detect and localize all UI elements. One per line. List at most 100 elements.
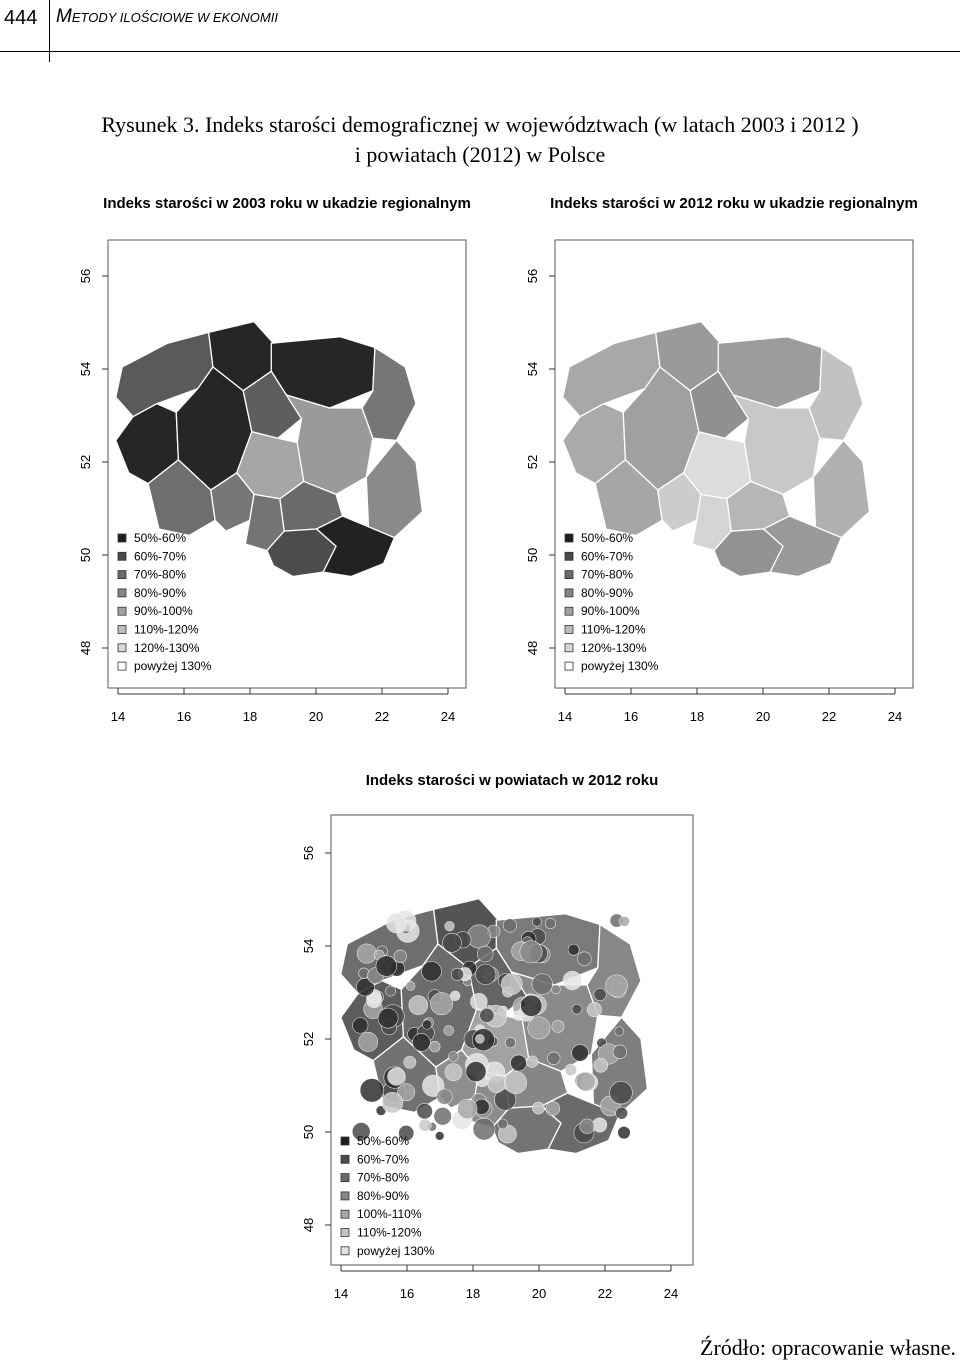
county-patch — [497, 1118, 509, 1130]
legend-swatch — [117, 533, 127, 543]
journal-title-initial: M — [56, 6, 72, 27]
legend-label: 60%-70% — [134, 549, 186, 563]
legend-swatch — [564, 588, 574, 598]
county-patch — [381, 1092, 404, 1114]
y-tick-label: 52 — [301, 1032, 316, 1046]
region-6 — [361, 346, 417, 442]
county-patch — [433, 1107, 452, 1126]
county-patch — [408, 995, 429, 1015]
legend-swatch — [117, 625, 127, 634]
county-patch — [397, 1083, 416, 1102]
region-8 — [365, 439, 424, 539]
county-patch — [393, 949, 407, 964]
map-2012-county: Indeks starości w powiatach w 2012 roku 1… — [301, 772, 694, 1301]
figure-caption-line2: i powiatach (2012) w Polsce — [354, 142, 606, 167]
x-tick-label: 18 — [690, 709, 704, 724]
header-vertical-rule — [49, 0, 50, 62]
legend-label: 120%-130% — [134, 641, 200, 655]
journal-title-rest: etody ilościowe w ekonomii — [71, 10, 278, 25]
legend-label: 70%-80% — [134, 568, 186, 582]
county-patch — [385, 985, 396, 997]
county-patch — [520, 994, 543, 1017]
header-rule — [0, 51, 960, 52]
county-patch — [444, 921, 455, 932]
county-patch — [615, 1106, 628, 1120]
y-tick-label: 50 — [301, 1125, 316, 1139]
county-patch — [504, 1037, 516, 1049]
county-patch — [467, 924, 492, 949]
county-patch — [551, 984, 561, 995]
x-tick-label: 24 — [441, 709, 455, 724]
legend-label: 90%-100% — [581, 604, 640, 618]
legend-label: 120%-130% — [581, 641, 647, 655]
region-7 — [285, 394, 374, 496]
y-tick-label: 48 — [78, 641, 93, 655]
county-patch — [470, 993, 488, 1011]
y-tick-label: 48 — [301, 1218, 316, 1232]
county-patch — [612, 1044, 627, 1059]
county-patch — [448, 1051, 459, 1062]
legend-swatch — [564, 661, 574, 671]
legend-label: 50%-60% — [581, 531, 633, 545]
x-tick-label: 22 — [375, 709, 389, 724]
county-patch — [475, 963, 497, 985]
legend-swatch — [564, 533, 574, 543]
county-patch — [387, 1067, 406, 1086]
legend-swatch — [564, 643, 574, 653]
county-patch — [465, 1061, 487, 1082]
county-patch — [352, 1017, 369, 1034]
county-patch — [564, 1063, 577, 1077]
legend-label: 110%-120% — [134, 623, 199, 637]
x-tick-label: 18 — [466, 1286, 480, 1301]
legend-label: 70%-80% — [581, 568, 633, 582]
x-tick-label: 16 — [177, 709, 191, 724]
county-patch — [356, 943, 377, 964]
county-patch — [526, 1055, 539, 1068]
county-patch — [502, 918, 517, 933]
legend-swatch — [117, 570, 127, 580]
legend-swatch — [564, 625, 574, 634]
county-patch — [567, 943, 580, 956]
legend-label: 70%-80% — [357, 1171, 409, 1185]
map-title: Indeks starości w 2003 roku w ukadzie re… — [103, 195, 471, 212]
y-tick-label: 52 — [78, 455, 93, 469]
legend-label: 100%-110% — [357, 1207, 422, 1221]
x-tick-label: 16 — [400, 1286, 414, 1301]
plot-frame — [554, 239, 914, 689]
x-tick-label: 14 — [111, 709, 125, 724]
county-patch — [593, 988, 607, 1002]
map-2012-regional: Indeks starości w 2012 roku w ukadzie re… — [525, 195, 918, 724]
county-patch — [377, 1007, 399, 1029]
county-patch — [571, 1003, 583, 1015]
legend-label: powyżej 130% — [581, 659, 659, 673]
county-patch — [358, 1032, 379, 1052]
county-patch — [532, 917, 542, 927]
county-patch — [443, 1025, 454, 1036]
county-patch — [605, 974, 628, 998]
county-patch — [575, 1071, 596, 1092]
county-patch — [405, 981, 416, 991]
x-tick-label: 14 — [334, 1286, 348, 1301]
county-patch — [449, 990, 461, 1002]
poland-map — [115, 320, 424, 578]
poland-map — [562, 320, 871, 578]
legend-label: 90%-100% — [134, 604, 193, 618]
county-patch — [416, 1103, 433, 1120]
legend-label: powyżej 130% — [134, 659, 212, 673]
county-patch — [617, 1126, 631, 1140]
y-tick-label: 56 — [301, 846, 316, 860]
figure-source: Źródło: opracowanie własne. — [700, 1335, 956, 1360]
x-tick-label: 20 — [756, 709, 770, 724]
county-patch — [577, 951, 592, 966]
x-tick-label: 24 — [664, 1286, 678, 1301]
legend-swatch — [340, 1173, 350, 1183]
legend-swatch — [340, 1191, 350, 1201]
y-tick-label: 50 — [525, 548, 540, 562]
county-patch — [510, 1054, 527, 1072]
county-patch — [494, 1088, 517, 1111]
county-patch — [479, 1007, 495, 1023]
plot-frame — [107, 239, 467, 689]
county-patch — [457, 1098, 478, 1120]
legend-label: 80%-90% — [581, 586, 633, 600]
county-patch — [436, 1088, 453, 1105]
